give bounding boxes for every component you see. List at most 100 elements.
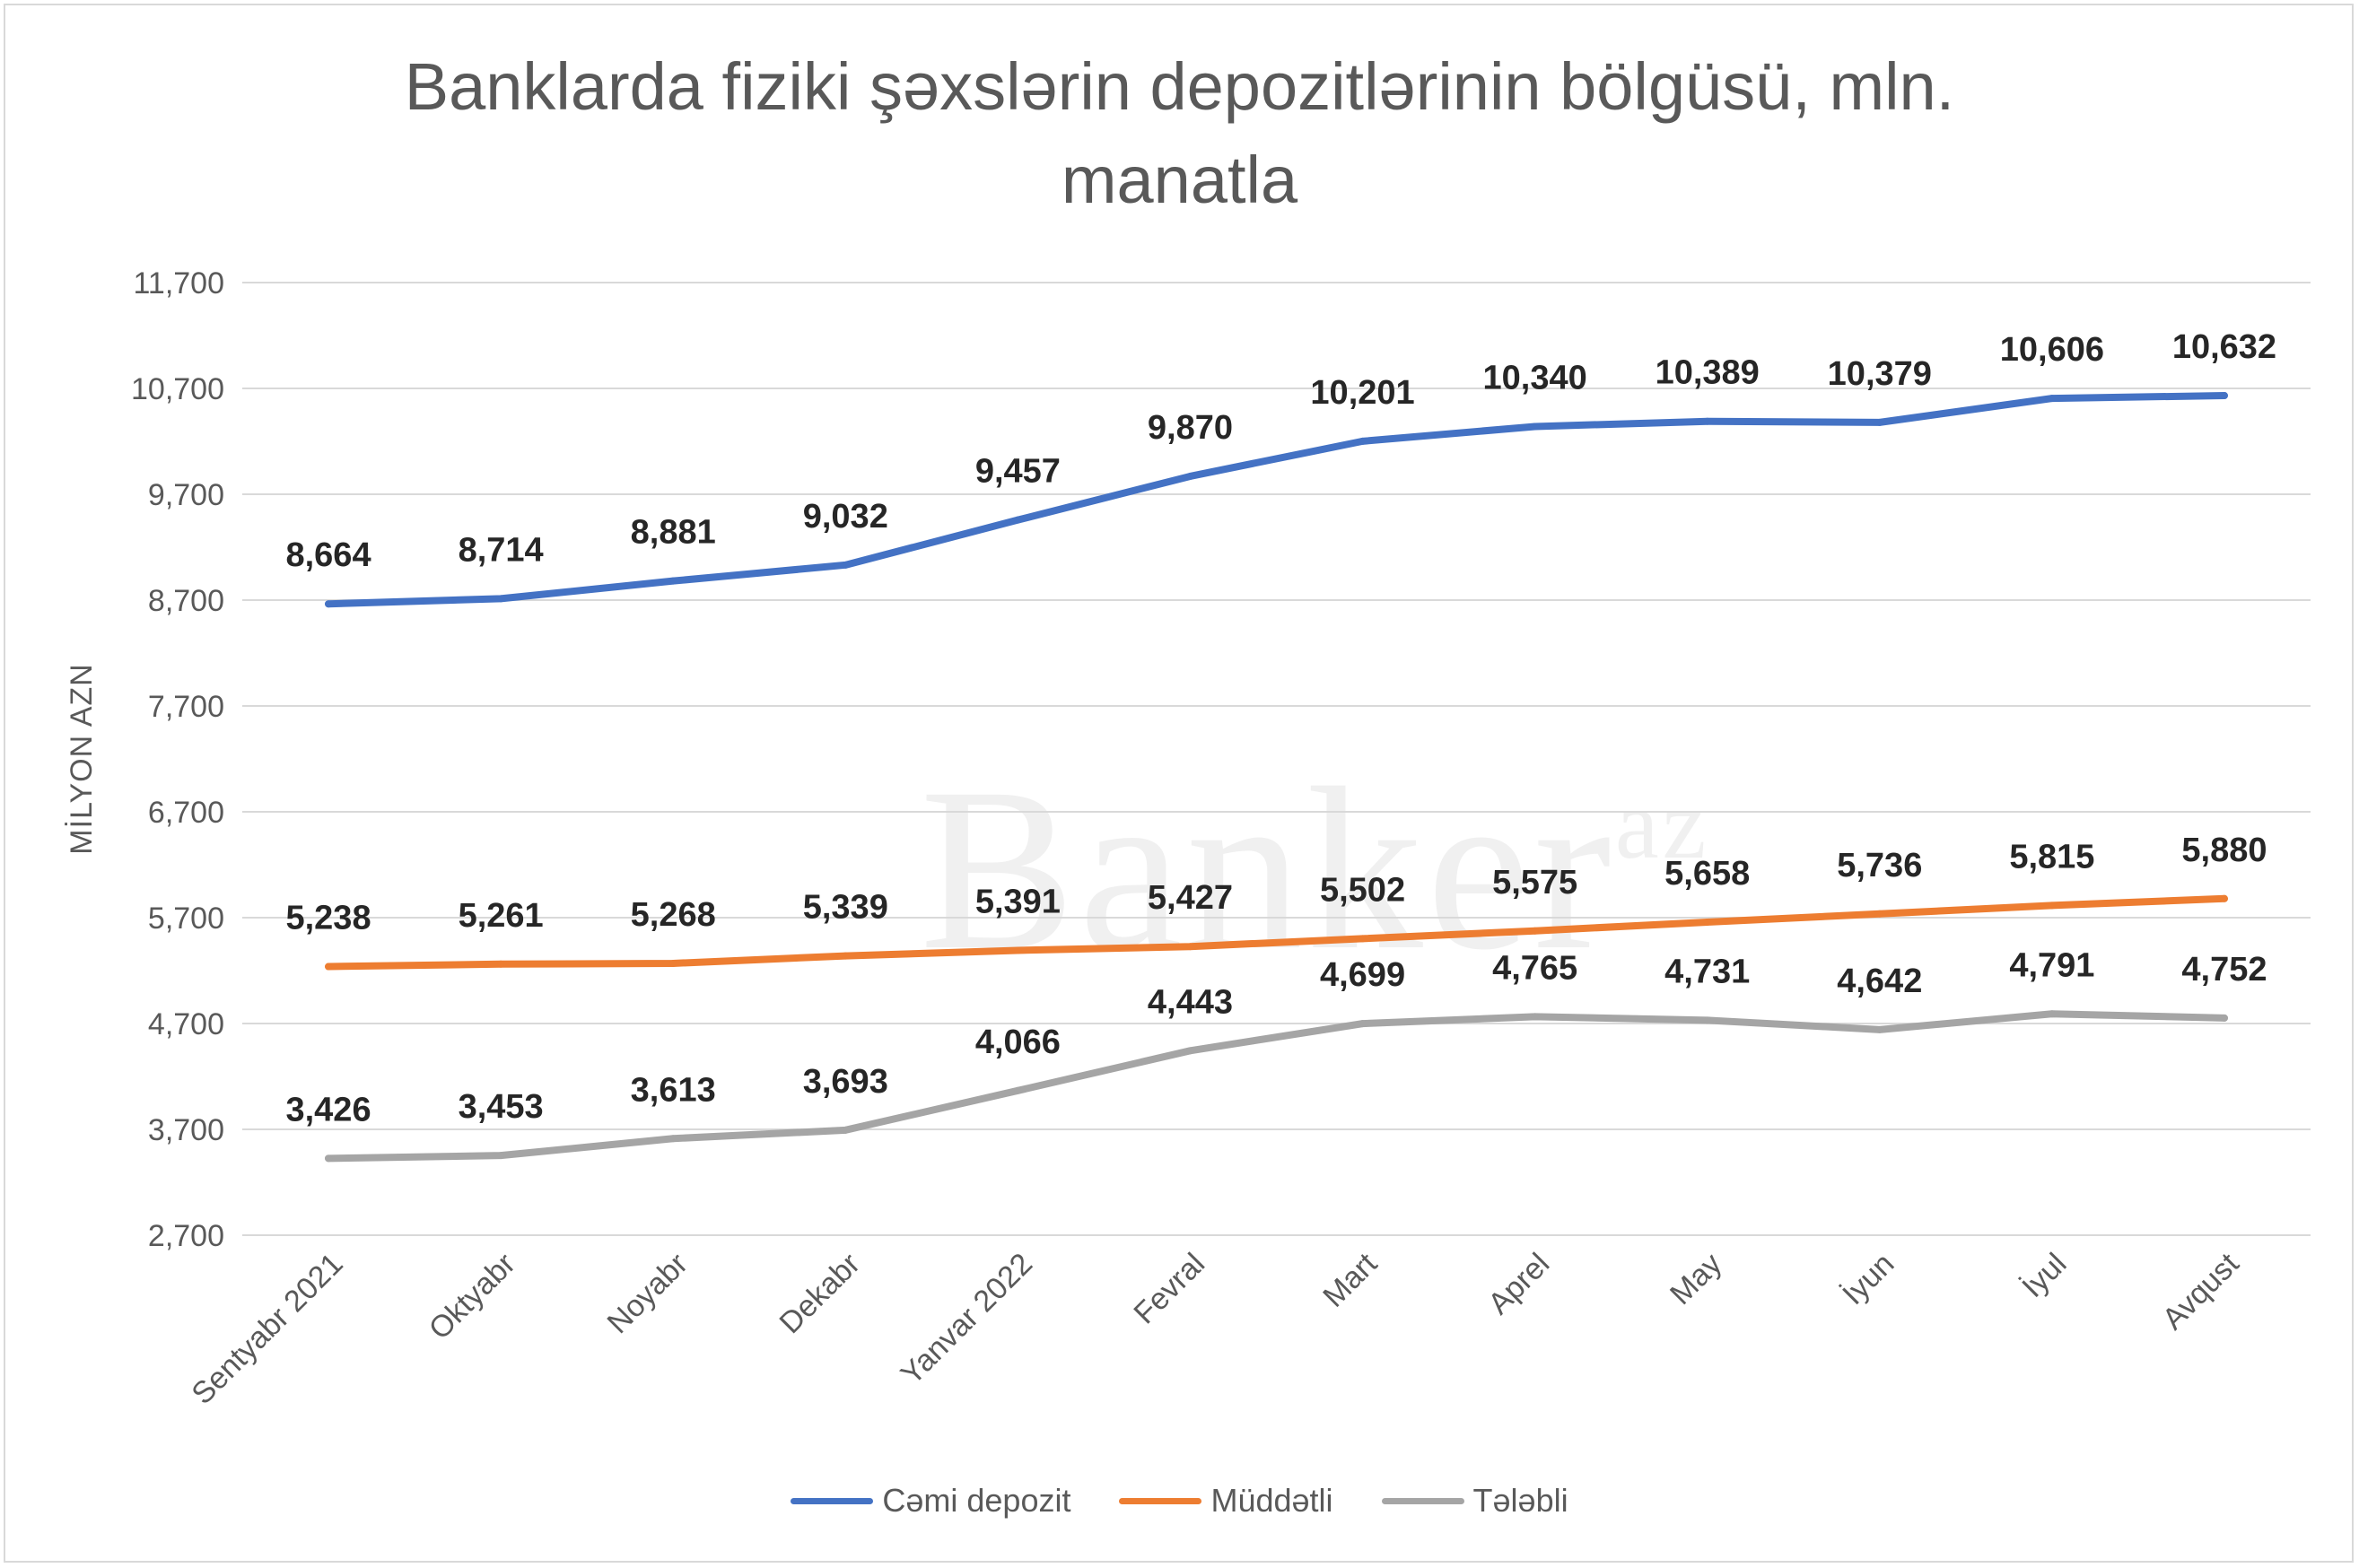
data-label: 3,453	[459, 1088, 544, 1126]
chart-frame	[4, 4, 2354, 1563]
data-point	[1359, 935, 1367, 943]
legend-item-muddetli[interactable]: Müddətli	[1119, 1482, 1333, 1520]
legend-swatch-cemi-depozit	[791, 1497, 874, 1504]
data-point	[1875, 910, 1883, 918]
data-point	[669, 959, 677, 967]
data-point	[1875, 1025, 1883, 1033]
watermark-suffix: az	[1614, 770, 1710, 879]
data-label: 9,032	[803, 498, 888, 536]
chart-title-line-1: Banklarda fiziki şəxslərin depozitlərini…	[404, 49, 1955, 124]
data-point	[2048, 1010, 2056, 1018]
data-label: 9,870	[1148, 409, 1233, 447]
data-label: 8,664	[285, 536, 371, 574]
data-label: 5,502	[1320, 871, 1405, 909]
data-label: 5,261	[459, 897, 544, 935]
data-point	[1359, 437, 1367, 445]
x-tick-label: İyul	[2015, 1247, 2073, 1304]
x-tick-label: May	[1664, 1247, 1728, 1311]
y-tick-label: 9,700	[148, 478, 224, 512]
series-line-0	[325, 392, 2228, 608]
data-point	[1531, 422, 1539, 431]
data-point	[1359, 1020, 1367, 1028]
data-label: 3,613	[631, 1071, 716, 1109]
data-label: 4,699	[1320, 956, 1405, 994]
y-tick-label: 3,700	[148, 1113, 224, 1147]
data-point	[842, 1126, 850, 1134]
data-label: 4,752	[2181, 951, 2267, 989]
data-label: 8,881	[631, 514, 716, 552]
data-label: 5,736	[1837, 847, 1922, 884]
data-label: 10,606	[2000, 331, 2104, 369]
x-tick-label: Oktyabr	[423, 1247, 522, 1346]
y-tick-label: 2,700	[148, 1219, 224, 1253]
legend-swatch-telebli	[1381, 1497, 1464, 1504]
chart-title: Banklarda fiziki şəxslərin depozitlərini…	[0, 40, 2359, 227]
data-point	[1531, 927, 1539, 935]
watermark-logo: Bankeraz	[920, 736, 1709, 1004]
legend-swatch-muddetli	[1119, 1497, 1202, 1504]
data-label: 5,427	[1148, 879, 1233, 917]
data-point	[325, 1154, 333, 1163]
data-point	[1186, 943, 1194, 951]
legend-item-telebli[interactable]: Tələbli	[1381, 1482, 1568, 1520]
data-point	[1531, 1013, 1539, 1021]
y-tick-label: 8,700	[148, 584, 224, 618]
data-point	[842, 952, 850, 960]
data-label: 5,339	[803, 889, 888, 927]
data-label: 8,714	[459, 531, 544, 569]
data-label: 5,658	[1664, 855, 1750, 893]
data-label: 3,693	[803, 1063, 888, 1101]
data-point	[1703, 1016, 1711, 1024]
series-line-2	[325, 1010, 2228, 1163]
data-label: 5,391	[975, 883, 1061, 920]
data-label: 4,731	[1664, 953, 1750, 990]
x-tick-label: Sentyabr 2021	[185, 1247, 349, 1411]
data-label: 5,815	[2009, 838, 2094, 875]
y-tick-label: 4,700	[148, 1007, 224, 1041]
series-line-1	[325, 894, 2228, 971]
chart-title-line-2: manatla	[1061, 143, 1298, 217]
data-label: 4,765	[1492, 949, 1577, 987]
x-tick-label: Dekabr	[773, 1247, 867, 1340]
data-label: 5,238	[285, 900, 371, 937]
data-point	[669, 577, 677, 585]
data-point	[2220, 392, 2228, 400]
data-point	[1014, 1086, 1022, 1094]
data-label: 10,379	[1828, 355, 1932, 393]
data-label: 10,340	[1483, 359, 1587, 396]
data-point	[1703, 918, 1711, 926]
data-label: 5,880	[2181, 832, 2267, 869]
x-tick-label: Yanvar 2022	[895, 1247, 1039, 1391]
legend-label-telebli: Tələbli	[1472, 1482, 1568, 1519]
data-point	[1186, 1047, 1194, 1055]
x-tick-label: Noyabr	[600, 1247, 694, 1340]
data-label: 5,268	[631, 896, 716, 934]
data-point	[1014, 946, 1022, 954]
data-label: 10,389	[1656, 354, 1760, 392]
x-tick-label: Avqust	[2156, 1246, 2246, 1336]
data-point	[1875, 418, 1883, 426]
legend-item-cemi-depozit[interactable]: Cəmi depozit	[791, 1482, 1070, 1520]
data-point	[497, 595, 505, 603]
data-label: 9,457	[975, 453, 1061, 491]
x-tick-label: Mart	[1316, 1246, 1384, 1313]
data-point	[669, 1135, 677, 1143]
data-point	[1186, 472, 1194, 480]
data-label: 5,575	[1492, 864, 1577, 902]
data-point	[497, 1152, 505, 1160]
data-point	[2220, 894, 2228, 902]
x-tick-label: Aprel	[1481, 1247, 1556, 1321]
data-point	[2220, 1014, 2228, 1022]
data-label: 10,632	[2172, 328, 2276, 366]
watermark-text: Banker	[920, 740, 1615, 998]
y-tick-label: 6,700	[148, 796, 224, 830]
data-point	[1014, 516, 1022, 524]
data-label: 4,642	[1837, 963, 1922, 1000]
data-label: 10,201	[1310, 374, 1414, 412]
data-point	[842, 561, 850, 569]
data-label: 4,791	[2009, 946, 2094, 984]
chart-legend: Cəmi depozit Müddətli Tələbli	[0, 1482, 2359, 1520]
data-label: 4,443	[1148, 983, 1233, 1021]
legend-label-cemi-depozit: Cəmi depozit	[882, 1482, 1071, 1519]
